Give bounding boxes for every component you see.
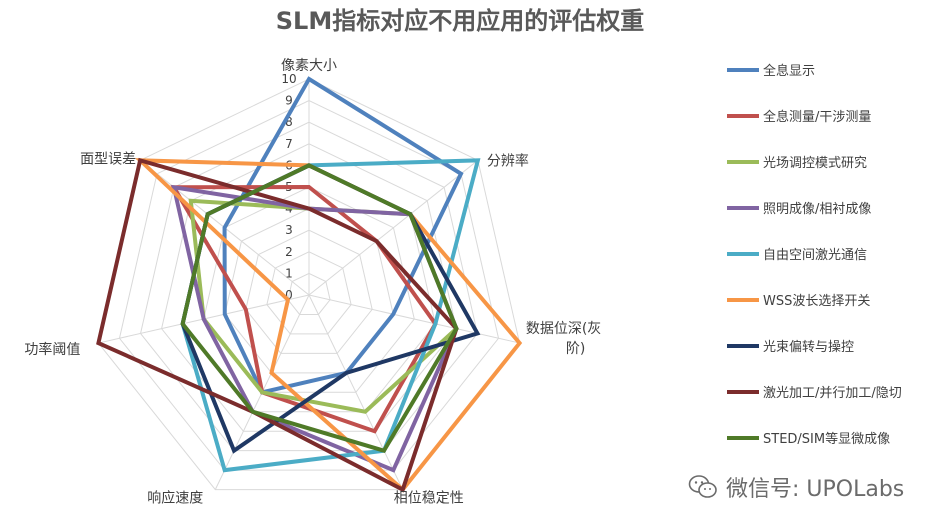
legend-label: STED/SIM等显微成像 [763,431,890,447]
legend-item: 自由空间激光通信 [727,248,867,263]
axis-label: 像素大小 [281,58,337,74]
tick-label: 2 [285,245,293,259]
axis-label: 响应速度 [147,490,203,507]
legend-label: 自由空间激光通信 [763,248,867,263]
axis-label: 分辨率 [487,152,529,169]
tick-label: 9 [285,94,293,108]
legend-item: WSS波长选择开关 [727,294,870,309]
legend-item: 光场调控模式研究 [727,156,867,171]
legend-label: 光束偏转与操控 [763,339,854,355]
axis-label: 面型误差 [80,151,136,167]
radar-series [96,76,523,493]
tick-label: 10 [281,72,296,86]
legend-label: WSS波长选择开关 [763,294,870,309]
grid-ring [266,251,352,335]
watermark-text: 微信号: UPOLabs [726,477,905,502]
legend-label: 全息显示 [763,63,815,79]
grid-ring [245,229,373,354]
tick-label: 0 [285,288,293,302]
tick-label: 1 [285,266,293,280]
wechat-icon [688,475,717,498]
tick-label: 8 [285,115,293,129]
legend-label: 激光加工/并行加工/隐切 [763,386,902,401]
series-line [96,157,459,493]
legend-item: 全息测量/干涉测量 [727,109,871,125]
tick-label: 7 [285,137,293,151]
series-line [170,184,438,434]
legend-item: 光束偏转与操控 [727,339,854,355]
grid-spoke [308,294,520,344]
axis-label: 数据位深(灰阶) [526,321,601,357]
legend-item: 全息显示 [727,63,815,79]
legend-label: 照明成像/相衬成像 [763,202,871,217]
grid-spoke [308,159,479,296]
series-line [134,158,523,493]
legend-item: 激光加工/并行加工/隐切 [727,386,902,401]
grid-ring [139,121,479,452]
grid-ring [203,186,415,393]
watermark: 微信号: UPOLabs [688,471,904,503]
axis-label: 相位稳定性 [394,491,464,507]
grid-ring [287,272,331,315]
series-line [180,163,459,454]
axis-label: 功率阈值 [24,341,80,358]
tick-label: 3 [285,223,293,237]
grid-ring [161,143,457,432]
legend-item: STED/SIM等显微成像 [727,431,890,447]
legend-item: 照明成像/相衬成像 [727,202,871,217]
grid-spoke [308,294,404,490]
legend-label: 全息测量/干涉测量 [763,109,871,125]
legend-label: 光场调控模式研究 [763,156,867,171]
chart-title: SLM指标对应不用应用的评估权重 [276,7,644,35]
